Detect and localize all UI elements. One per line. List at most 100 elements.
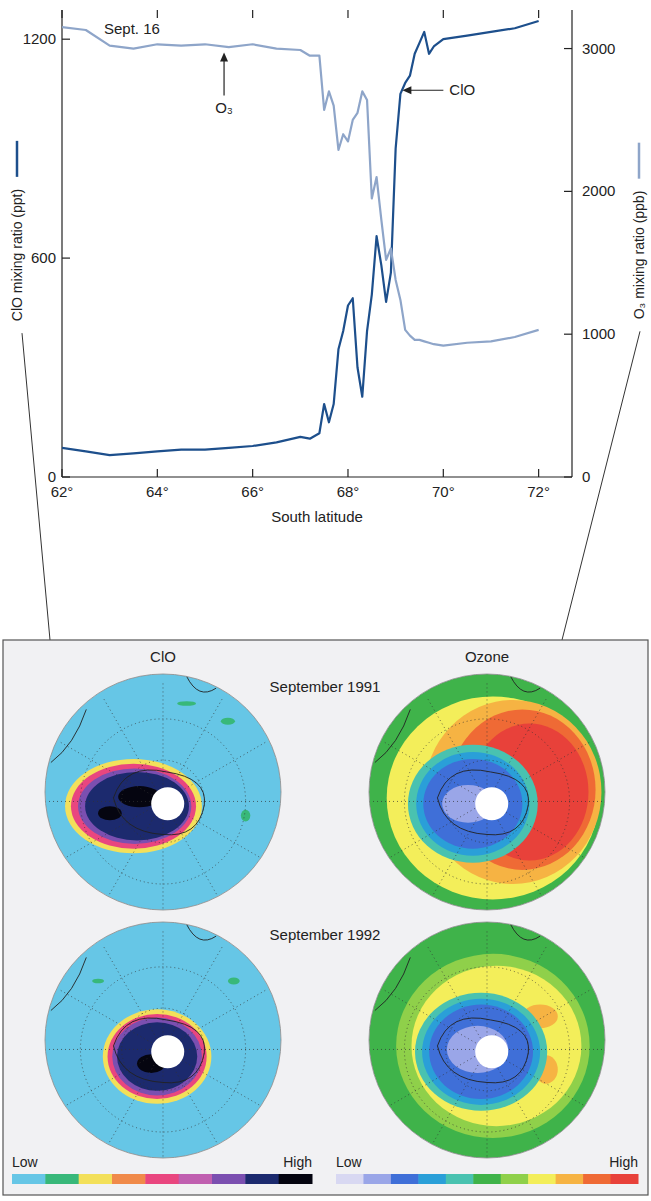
map-field <box>108 1014 207 1099</box>
colorbar-swatch <box>245 1174 279 1184</box>
series-line <box>62 21 539 455</box>
x-tick-label: 64° <box>146 483 169 500</box>
map-field <box>416 752 529 856</box>
graticule <box>428 947 546 1151</box>
y2-tick <box>564 191 572 192</box>
colorbar-swatch <box>391 1174 419 1184</box>
coastline <box>113 770 204 835</box>
map-background <box>45 922 281 1158</box>
colorbar-swatch <box>446 1174 474 1184</box>
y2-tick-label: 0 <box>582 468 590 485</box>
y2-axis-key <box>638 143 641 179</box>
map-field <box>85 772 189 840</box>
y-tick <box>62 476 70 477</box>
y-tick <box>62 257 70 258</box>
map-field <box>396 954 590 1138</box>
map <box>45 674 281 919</box>
x-tick-label: 68° <box>337 483 360 500</box>
graticule <box>104 699 222 903</box>
map-field <box>415 993 547 1111</box>
x-tick-top <box>252 10 253 18</box>
y2-tick-label: 2000 <box>582 182 615 199</box>
map-field <box>221 718 235 725</box>
y2-tick <box>564 476 572 477</box>
colorbar-swatch <box>583 1174 611 1184</box>
x-tick <box>61 469 62 477</box>
y-tick-label: 1200 <box>23 30 56 47</box>
graticule <box>428 699 546 903</box>
annotation: O₃ <box>215 99 233 116</box>
map-field <box>92 979 104 984</box>
colorbar-swatch <box>12 1174 46 1184</box>
map-field <box>228 977 240 984</box>
map-background <box>45 674 281 910</box>
pole-gap <box>151 1035 184 1068</box>
colorbar-swatch <box>556 1174 584 1184</box>
colorbar-swatch <box>528 1174 556 1184</box>
map-field <box>411 966 581 1126</box>
graticule <box>61 742 265 860</box>
map-edge <box>369 674 605 910</box>
annotation-arrowhead <box>220 52 228 61</box>
map-field <box>71 764 196 849</box>
coastline <box>51 676 216 762</box>
colorbar-swatch <box>79 1174 113 1184</box>
map-field <box>408 745 538 863</box>
y-axis-key <box>16 141 19 177</box>
coastline <box>113 1018 204 1083</box>
map-field <box>78 768 191 844</box>
map-field <box>241 810 250 822</box>
pole-gap <box>475 1035 508 1068</box>
x-tick <box>347 469 348 477</box>
y-tick-label: 0 <box>48 468 56 485</box>
x-tick <box>252 469 253 477</box>
graticule <box>61 990 265 1108</box>
colorbar-high: High <box>283 1154 312 1170</box>
map-column-title: Ozone <box>465 648 509 665</box>
y-tick <box>62 39 70 40</box>
annotation: Sept. 16 <box>104 20 160 37</box>
coastline <box>375 676 540 762</box>
map-background <box>369 674 605 910</box>
map <box>369 922 605 1167</box>
x-axis-line <box>62 476 572 477</box>
y2-tick-label: 3000 <box>582 40 615 57</box>
pole-gap <box>475 787 508 820</box>
coastline <box>375 924 540 1010</box>
colorbar-swatch <box>363 1174 391 1184</box>
colorbar-low: Low <box>12 1154 39 1170</box>
x-axis-title: South latitude <box>271 508 363 525</box>
map-edge <box>369 922 605 1158</box>
x-tick-label: 62° <box>51 483 74 500</box>
map-field <box>103 1009 212 1103</box>
graticule <box>104 699 222 903</box>
graticule <box>385 990 589 1108</box>
map-field <box>429 1005 533 1099</box>
x-tick-top <box>157 10 158 18</box>
colorbar-swatch <box>473 1174 501 1184</box>
map-panel <box>3 640 648 1195</box>
x-tick-top <box>347 10 348 18</box>
page: 62°64°66°68°70°72°060012000100020003000S… <box>0 0 651 1201</box>
x-tick <box>157 469 158 477</box>
colorbar-swatch <box>418 1174 446 1184</box>
colorbar-swatch <box>336 1174 364 1184</box>
series-line <box>62 27 539 345</box>
map-field <box>177 701 196 706</box>
graticule <box>104 947 222 1151</box>
map-row-title: September 1991 <box>270 678 381 695</box>
colorbar-swatch <box>212 1174 246 1184</box>
y-axis-title: ClO mixing ratio (ppt) <box>9 189 25 321</box>
x-tick-top <box>61 10 62 18</box>
colorbar-swatch <box>145 1174 179 1184</box>
map-field <box>447 1026 508 1073</box>
colorbar-swatch <box>45 1174 79 1184</box>
x-tick <box>443 469 444 477</box>
x-tick-top <box>443 10 444 18</box>
map-edge <box>45 674 281 910</box>
plot-area <box>62 21 539 455</box>
map-edge <box>45 922 281 1158</box>
colorbar-swatch <box>112 1174 146 1184</box>
colorbar-swatch <box>179 1174 213 1184</box>
x-tick-label: 70° <box>432 483 455 500</box>
